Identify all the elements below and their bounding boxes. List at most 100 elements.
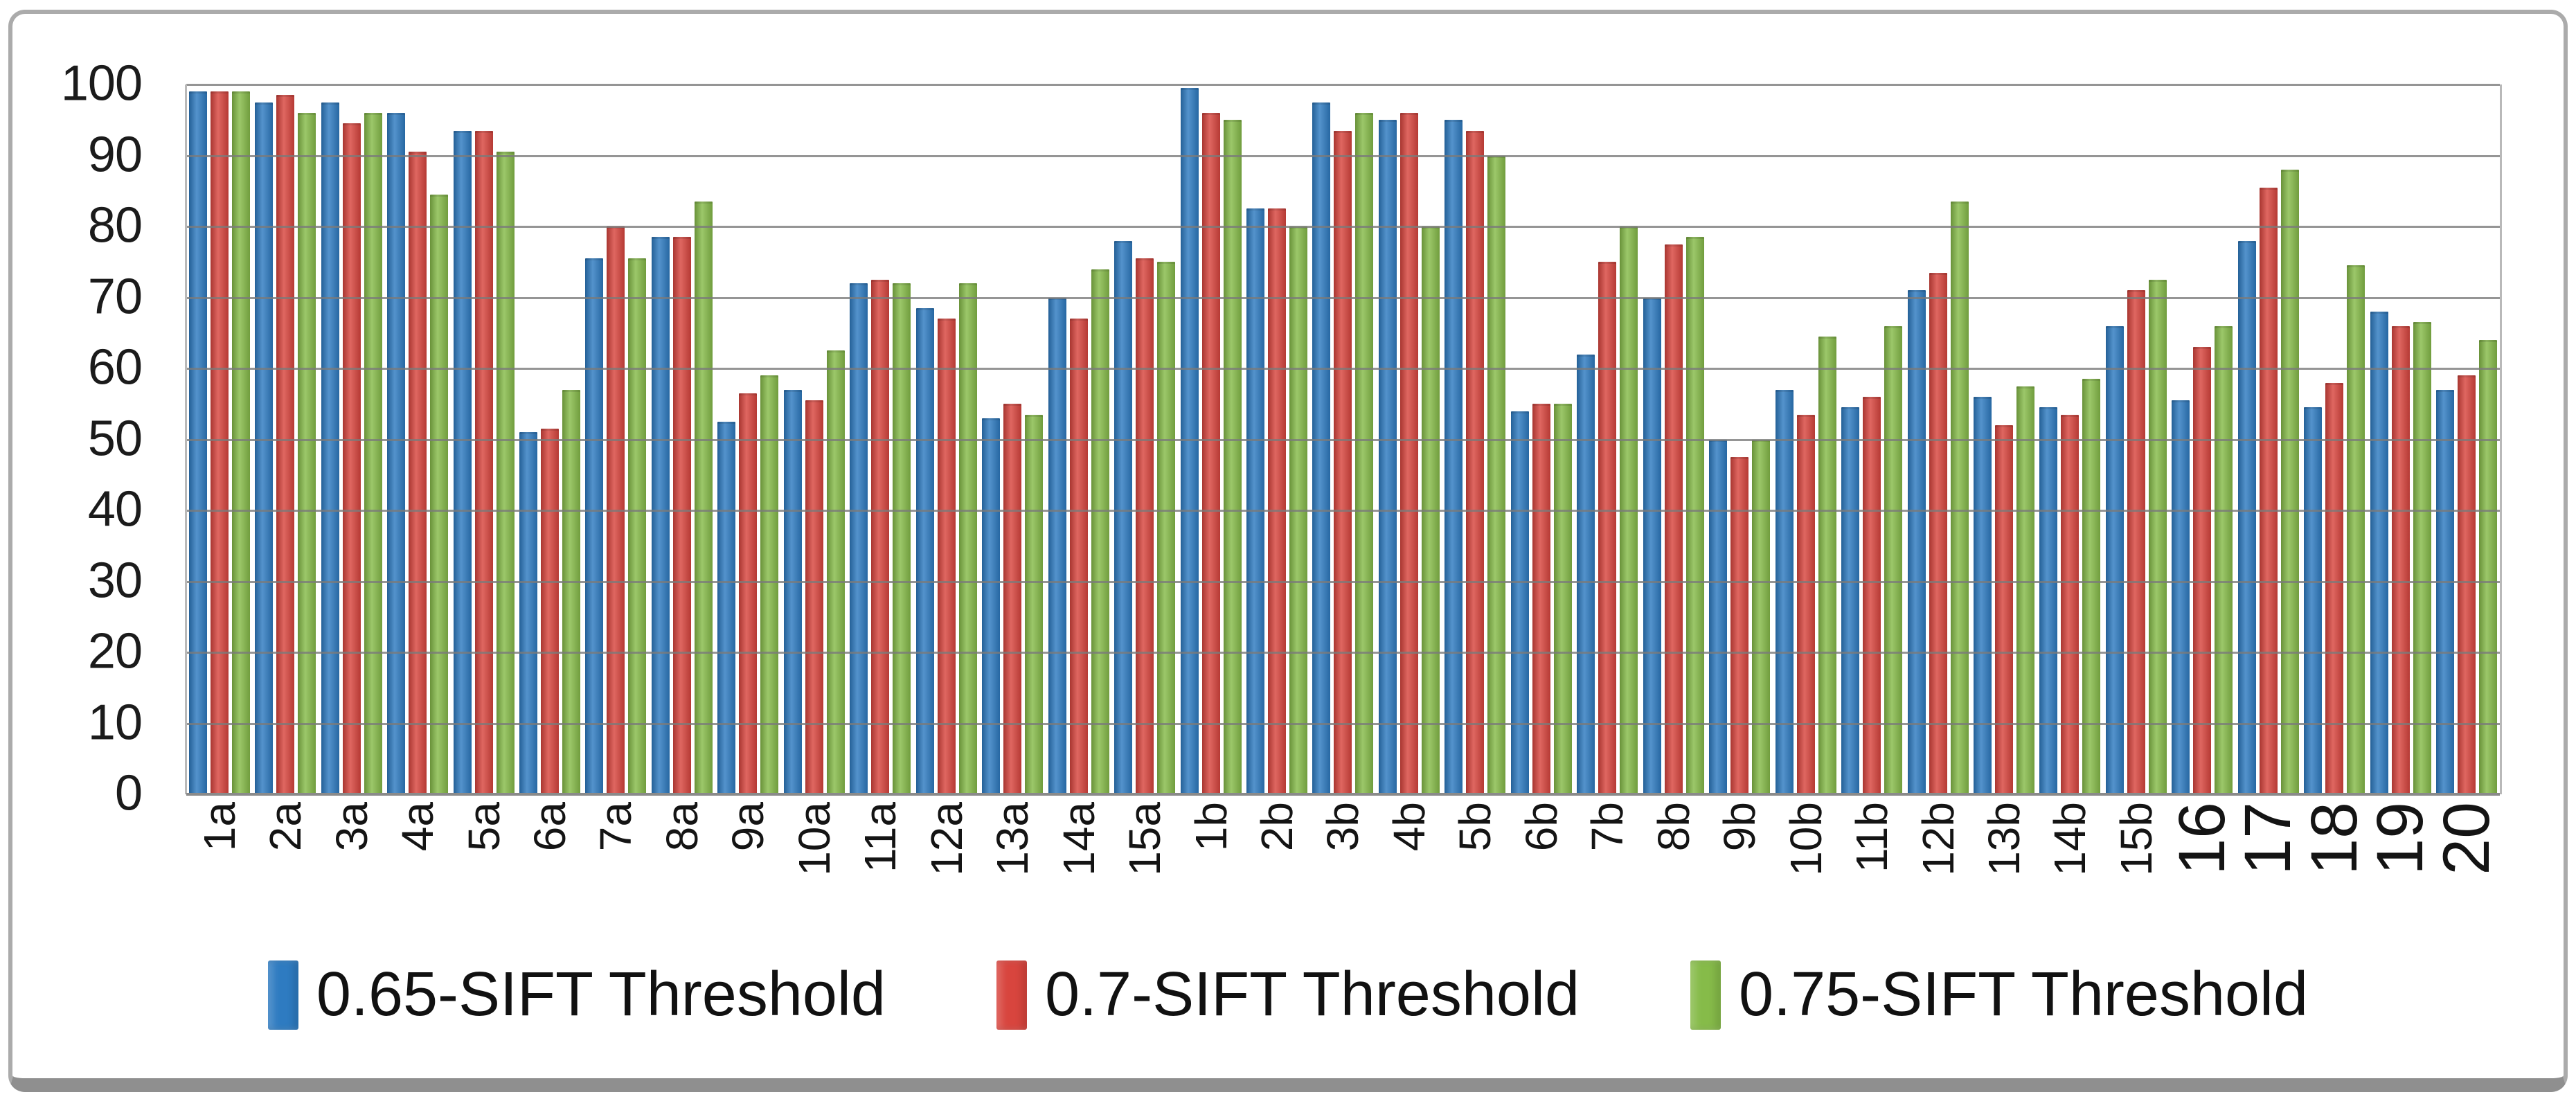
bar [1577, 354, 1595, 794]
bar-group [2037, 84, 2103, 794]
x-axis-cell: 4a [384, 802, 450, 972]
x-axis-cell: 9b [1706, 802, 1772, 972]
bar [2039, 407, 2058, 794]
bar [1201, 113, 1220, 794]
bar [1136, 258, 1154, 794]
x-axis-tick-label: 7b [1582, 802, 1633, 852]
y-axis-tick-label: 80 [87, 197, 143, 253]
bar [1775, 389, 1794, 794]
x-axis-cell: 6a [517, 802, 582, 972]
legend-swatch [267, 960, 298, 1030]
bar [2105, 325, 2124, 794]
x-axis-tick-label: 3a [326, 802, 377, 852]
gridline [186, 154, 2500, 157]
x-axis-tick-label: 2a [260, 802, 311, 852]
bar [409, 152, 427, 794]
bar [1091, 269, 1109, 794]
y-axis: 0 10 20 30 40 50 60 70 80 90 100 [0, 55, 143, 821]
x-axis-tick-label: 9a [723, 802, 773, 852]
x-axis-cell: 4b [1376, 802, 1442, 972]
bar [2259, 187, 2278, 794]
bar [717, 421, 736, 794]
x-axis-line [186, 793, 2500, 796]
bar [739, 393, 758, 794]
bar-group [1244, 84, 1309, 794]
bar [1312, 102, 1331, 794]
x-axis-tick-label: 18 [2297, 802, 2371, 875]
bar-group [1310, 84, 1376, 794]
bar-group [2368, 84, 2433, 794]
x-axis-cell: 6b [1508, 802, 1574, 972]
bar [2436, 389, 2455, 794]
bar [1643, 297, 1661, 794]
x-axis-tick-label: 15b [2111, 802, 2161, 876]
gridline [186, 296, 2500, 299]
x-axis-tick-label: 11a [855, 802, 906, 873]
x-axis-tick-label: 10a [789, 802, 839, 876]
bar-group [1839, 84, 1904, 794]
bar [496, 152, 515, 794]
y-axis-tick-label: 30 [87, 552, 143, 608]
x-axis-cell: 5b [1442, 802, 1508, 972]
x-axis-cell: 14b [2037, 802, 2103, 972]
bar [850, 283, 868, 794]
bar [210, 91, 229, 794]
bar-group [1508, 84, 1574, 794]
bar [231, 91, 250, 794]
bar-group [517, 84, 582, 794]
x-axis-cell: 12b [1905, 802, 1971, 972]
x-axis-tick-label: 4b [1384, 802, 1434, 852]
bar [2016, 386, 2034, 794]
bar [805, 400, 823, 794]
bar-group [1905, 84, 1971, 794]
x-axis-tick-label: 9b [1715, 802, 1765, 852]
legend-swatch [996, 960, 1027, 1030]
bar [2304, 407, 2323, 794]
bar [783, 389, 802, 794]
bar-group [979, 84, 1045, 794]
bar [2391, 325, 2410, 794]
x-axis-cell: 5a [451, 802, 517, 972]
bar [1510, 411, 1529, 794]
x-axis-tick-label: 7a [591, 802, 641, 852]
x-axis-tick-label: 15a [1120, 802, 1170, 876]
x-axis-tick-label: 6b [1516, 802, 1566, 852]
bar-group [2302, 84, 2368, 794]
bar [540, 429, 559, 794]
x-axis-cell: 10a [781, 802, 847, 972]
x-axis-tick-label: 16 [2165, 802, 2239, 875]
x-axis-tick-label: 1a [194, 802, 244, 852]
bar [2215, 325, 2233, 794]
x-axis-tick-label: 19 [2363, 802, 2438, 875]
x-axis-cell: 10b [1773, 802, 1839, 972]
x-axis-cell: 14a [1046, 802, 1111, 972]
x-axis-cell: 1b [1178, 802, 1244, 972]
x-axis-cell: 19 [2363, 802, 2438, 972]
bar [1487, 155, 1506, 794]
bar [1399, 113, 1418, 794]
x-axis-tick-label: 13a [987, 802, 1038, 876]
gridline [186, 510, 2500, 512]
bar [1553, 404, 1572, 794]
y-axis-tick-label: 0 [114, 765, 143, 821]
x-axis-cell: 11b [1839, 802, 1904, 972]
bar [298, 113, 316, 794]
legend-swatch [1690, 960, 1721, 1030]
bar [474, 130, 493, 794]
bar [893, 283, 911, 794]
bar [188, 91, 207, 794]
bar-group [1706, 84, 1772, 794]
x-axis-tick-label: 3b [1318, 802, 1368, 852]
bar-group [1773, 84, 1839, 794]
x-axis-tick-label: 5a [458, 802, 509, 852]
bar [255, 102, 274, 794]
bar-group [2103, 84, 2169, 794]
bar [1973, 397, 1992, 794]
bar [1114, 240, 1133, 794]
bar-group [1442, 84, 1508, 794]
bar [1157, 262, 1176, 794]
bar-group [186, 84, 252, 794]
x-axis-tick-label: 8b [1648, 802, 1699, 852]
gridline [186, 722, 2500, 725]
bar-group [1971, 84, 2037, 794]
